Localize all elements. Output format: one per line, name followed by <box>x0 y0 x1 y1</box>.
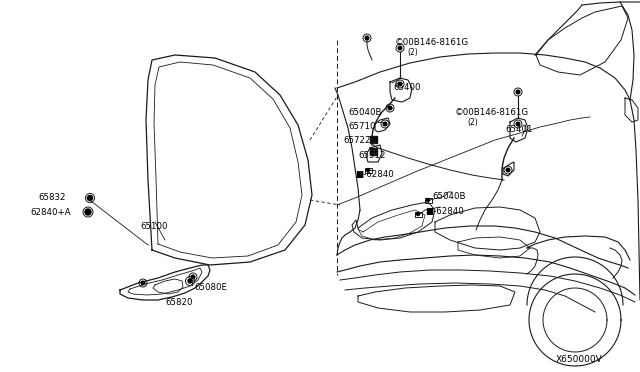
Text: 65401: 65401 <box>505 125 532 134</box>
Circle shape <box>191 275 195 279</box>
Text: 62840+A: 62840+A <box>30 208 70 217</box>
Circle shape <box>417 212 419 215</box>
Text: 65512: 65512 <box>358 151 385 160</box>
Circle shape <box>398 82 402 86</box>
Circle shape <box>506 168 510 172</box>
Text: 65040B: 65040B <box>432 192 465 201</box>
Circle shape <box>426 199 429 202</box>
Circle shape <box>85 209 91 215</box>
Text: 65820: 65820 <box>165 298 193 307</box>
Bar <box>424 198 431 202</box>
Polygon shape <box>370 136 377 143</box>
Circle shape <box>516 122 520 126</box>
Text: 65080E: 65080E <box>194 283 227 292</box>
Text: (2): (2) <box>467 118 477 127</box>
Circle shape <box>141 281 145 285</box>
Circle shape <box>188 279 192 283</box>
Text: X650000V: X650000V <box>556 355 603 364</box>
Circle shape <box>388 106 392 110</box>
Bar <box>415 212 422 217</box>
Text: ©00B146-8161G: ©00B146-8161G <box>395 38 469 47</box>
Text: 65100: 65100 <box>140 222 168 231</box>
Text: 65400: 65400 <box>393 83 420 92</box>
Text: ■-62840: ■-62840 <box>355 170 394 179</box>
Text: 65832: 65832 <box>38 193 65 202</box>
Circle shape <box>398 46 402 50</box>
Circle shape <box>367 169 369 171</box>
Circle shape <box>88 196 93 201</box>
Text: (2): (2) <box>407 48 418 57</box>
Circle shape <box>365 36 369 40</box>
Text: ■-62840: ■-62840 <box>425 207 464 216</box>
Text: ©00B146-8161G: ©00B146-8161G <box>455 108 529 117</box>
Text: 65710: 65710 <box>348 122 376 131</box>
Bar <box>365 167 371 173</box>
Polygon shape <box>370 148 377 155</box>
Text: 65722M: 65722M <box>343 136 378 145</box>
Circle shape <box>516 90 520 94</box>
Text: 65040B: 65040B <box>348 108 381 117</box>
Circle shape <box>383 122 387 126</box>
